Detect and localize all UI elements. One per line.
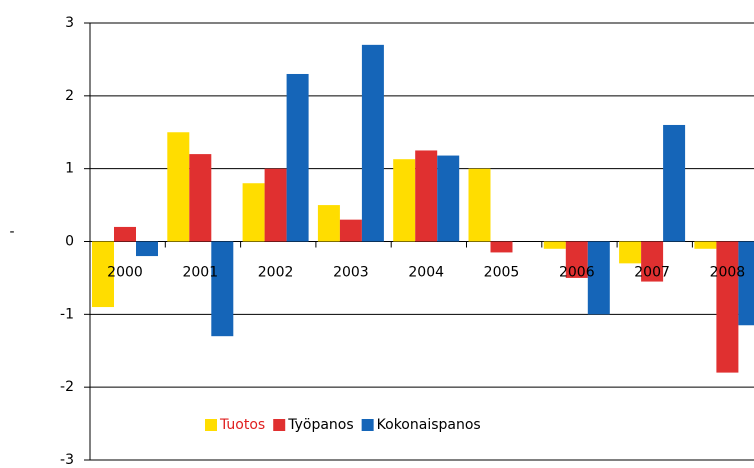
legend-label: Työpanos <box>287 417 353 433</box>
bar <box>415 150 438 242</box>
bar <box>136 241 158 257</box>
bar <box>738 241 754 326</box>
bar <box>189 154 212 242</box>
bar <box>641 241 664 282</box>
bar <box>694 241 717 249</box>
bar <box>339 219 362 242</box>
bar <box>619 241 642 264</box>
y-tick-label: 3 <box>65 15 74 31</box>
x-tick-label: 2006 <box>559 265 595 281</box>
y-tick-label: -1 <box>60 306 74 322</box>
bar <box>211 241 234 337</box>
bar <box>587 241 610 315</box>
x-tick-label: 2002 <box>258 265 294 281</box>
bar <box>167 132 190 242</box>
bar <box>286 73 309 242</box>
bar <box>490 241 513 253</box>
x-tick-label: 2008 <box>710 265 746 281</box>
x-tick-label: 2000 <box>107 265 143 281</box>
y-tick-label: 1 <box>65 161 74 177</box>
bar <box>437 155 460 242</box>
bar <box>361 44 384 242</box>
legend-label: Kokonaispanos <box>377 417 481 433</box>
y-tick-label: -2 <box>60 379 74 395</box>
bar <box>114 226 136 242</box>
bar <box>565 241 588 278</box>
x-tick-label: 2007 <box>634 265 670 281</box>
legend-label: Tuotos <box>219 417 265 433</box>
legend: Tuotos Työpanos Kokonaispanos <box>205 417 481 433</box>
bar <box>393 159 416 242</box>
y-tick-label: 2 <box>65 88 74 104</box>
bar <box>264 168 287 242</box>
bar <box>663 124 686 242</box>
y-tick-label: -3 <box>60 452 74 468</box>
x-tick-label: 2004 <box>408 265 444 281</box>
legend-swatch <box>205 419 217 431</box>
x-tick-label: 2005 <box>484 265 520 281</box>
bar <box>543 241 566 249</box>
y-tick-label: 0 <box>65 234 74 250</box>
bar <box>468 168 491 242</box>
x-tick-label: 2001 <box>182 265 218 281</box>
y-axis-label: - <box>9 224 14 240</box>
bar <box>317 205 340 242</box>
bar <box>92 241 114 308</box>
legend-swatch <box>361 419 374 431</box>
x-tick-label: 2003 <box>333 265 369 281</box>
legend-swatch <box>273 419 286 431</box>
bar <box>716 241 739 373</box>
bar <box>242 183 265 242</box>
